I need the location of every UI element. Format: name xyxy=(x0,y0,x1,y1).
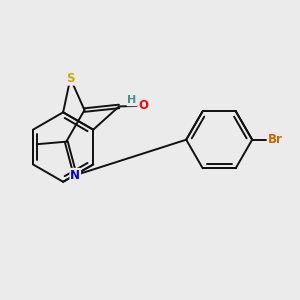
Text: N: N xyxy=(70,169,80,182)
Text: O: O xyxy=(138,99,148,112)
Text: H: H xyxy=(128,95,136,106)
Text: Br: Br xyxy=(268,133,282,146)
Text: S: S xyxy=(66,72,75,85)
